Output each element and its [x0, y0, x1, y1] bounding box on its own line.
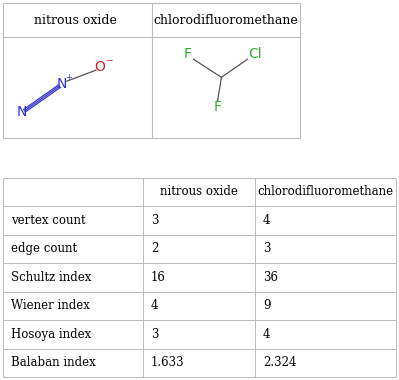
Text: −: − [105, 55, 113, 64]
Text: 3: 3 [151, 214, 158, 227]
Text: 36: 36 [263, 271, 278, 284]
Text: O: O [95, 60, 105, 74]
Text: Wiener index: Wiener index [11, 299, 90, 312]
Text: F: F [213, 100, 221, 114]
Text: edge count: edge count [11, 242, 77, 255]
Text: vertex count: vertex count [11, 214, 86, 227]
Text: F: F [184, 47, 192, 61]
Text: +: + [65, 73, 73, 82]
Text: 3: 3 [151, 328, 158, 341]
Text: chlorodifluoromethane: chlorodifluoromethane [257, 185, 393, 198]
Text: 2.324: 2.324 [263, 356, 296, 369]
Text: nitrous oxide: nitrous oxide [160, 185, 238, 198]
Text: chlorodifluoromethane: chlorodifluoromethane [154, 14, 298, 27]
Text: Hosoya index: Hosoya index [11, 328, 91, 341]
Text: 3: 3 [263, 242, 271, 255]
Text: 9: 9 [263, 299, 271, 312]
Text: N: N [17, 106, 27, 119]
Text: Cl: Cl [249, 47, 262, 61]
Bar [3, 3, 300, 138]
Text: 4: 4 [263, 214, 271, 227]
Text: Balaban index: Balaban index [11, 356, 96, 369]
Text: N: N [57, 78, 67, 91]
Text: 2: 2 [151, 242, 158, 255]
Text: 4: 4 [263, 328, 271, 341]
Text: 4: 4 [151, 299, 158, 312]
Text: 16: 16 [151, 271, 166, 284]
Text: Schultz index: Schultz index [11, 271, 91, 284]
Text: nitrous oxide: nitrous oxide [34, 14, 117, 27]
Text: 1.633: 1.633 [151, 356, 185, 369]
